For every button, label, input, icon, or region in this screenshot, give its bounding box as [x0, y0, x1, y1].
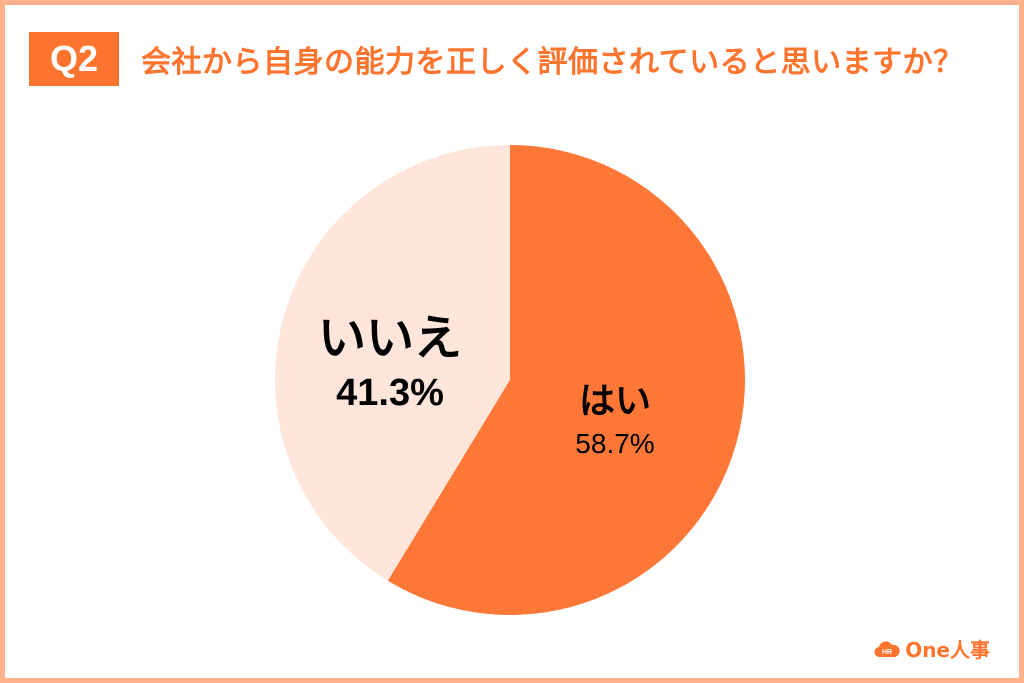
chart-title: 会社から自身の能力を正しく評価されていると思いますか？ [141, 45, 964, 80]
chart-header: Q2 会社から自身の能力を正しく評価されていると思いますか？ [29, 32, 964, 86]
slice-value-no: 41.3% [336, 372, 444, 414]
brand-name: One人事 [905, 638, 990, 662]
slice-label-yes: はい [578, 381, 651, 422]
pie-slice-yes [387, 145, 745, 615]
slice-value-yes: 58.7% [575, 428, 655, 459]
slice-label-no: いいえ [317, 310, 462, 366]
brand-logo: HR One人事 [874, 634, 990, 663]
hr-cloud-icon: HR [874, 640, 900, 657]
question-badge: Q2 [29, 32, 119, 86]
svg-text:HR: HR [882, 649, 892, 656]
